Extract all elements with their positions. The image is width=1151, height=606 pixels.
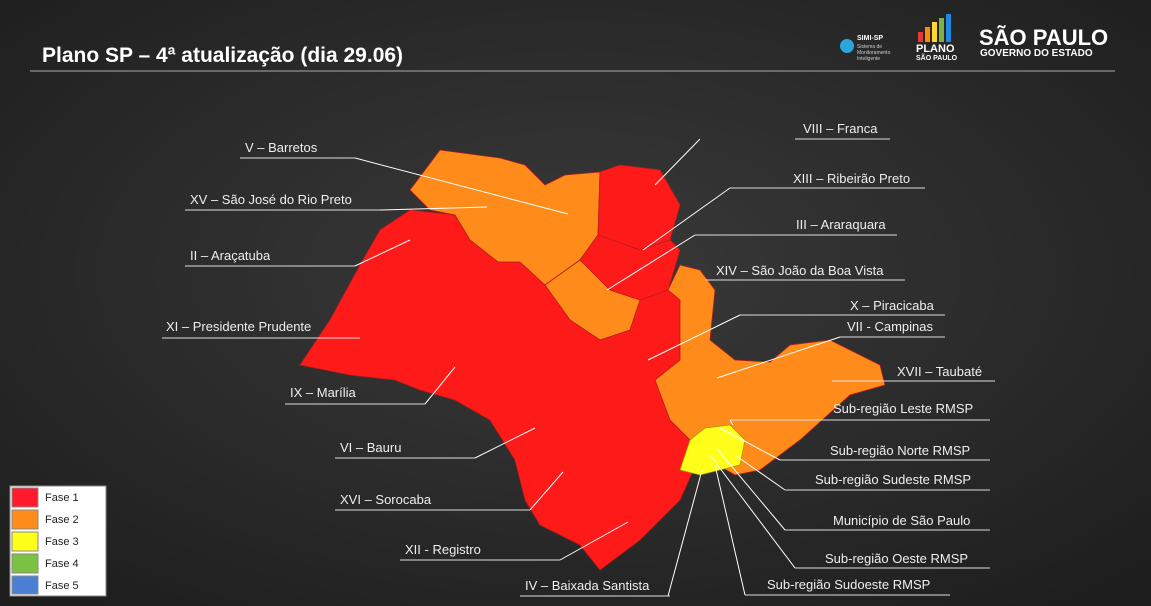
region-label: XVI – Sorocaba [340,492,432,507]
logo-text: SÃO PAULO [916,53,958,62]
region-label: VII - Campinas [847,319,933,334]
logo-text: SIMI-SP [857,35,883,42]
region-label: XV – São José do Rio Preto [190,192,352,207]
leaders [354,138,841,597]
region-label: Sub-região Leste RMSP [833,401,973,416]
region-label: XII - Registro [405,542,481,557]
region-label: VI – Bauru [340,440,401,455]
region-label: VIII – Franca [803,121,878,136]
legend-label: Fase 2 [45,514,79,526]
region-label: XIV – São João da Boa Vista [716,263,884,278]
legend-label: Fase 3 [45,536,79,548]
region-label: Sub-região Sudeste RMSP [815,472,971,487]
logo-text: Monitoramento [857,50,891,56]
logo-text: GOVERNO DO ESTADO [980,48,1093,59]
region-label: XIII – Ribeirão Preto [793,171,910,186]
legend-label: Fase 4 [45,558,79,570]
region-label: Sub-região Oeste RMSP [825,551,968,566]
region-label: Sub-região Sudoeste RMSP [767,577,930,592]
legend-label: Fase 5 [45,580,79,592]
region-label: V – Barretos [245,140,318,155]
logo-text: PLANO [916,43,955,55]
legend: Fase 1 Fase 2 Fase 3 Fase 4 Fase 5 [9,485,107,597]
logo-text: Inteligente [857,56,880,62]
region-fase2 [544,259,641,341]
logo-text: SÃO PAULO [979,25,1108,50]
region-label: IV – Baixada Santista [525,578,650,593]
region-label: II – Araçatuba [190,248,271,263]
legend-label: Fase 1 [45,492,79,504]
region-fase2 [654,264,886,476]
labels: V – Barretos XV – São José do Rio Preto … [162,121,995,597]
region-label: III – Araraquara [796,217,886,232]
region-label: XVII – Taubaté [897,364,982,379]
region-label: XI – Presidente Prudente [166,319,311,334]
region-label: IX – Marília [290,385,357,400]
title: Plano SP – 4ª atualização (dia 29.06) [42,44,403,67]
region-label: X – Piracicaba [850,298,935,313]
logo-text: Sistema de [857,44,882,50]
logos: SIMI-SP Sistema de Monitoramento Intelig… [840,14,1108,62]
region-label: Município de São Paulo [833,513,970,528]
region-label: Sub-região Norte RMSP [830,443,970,458]
